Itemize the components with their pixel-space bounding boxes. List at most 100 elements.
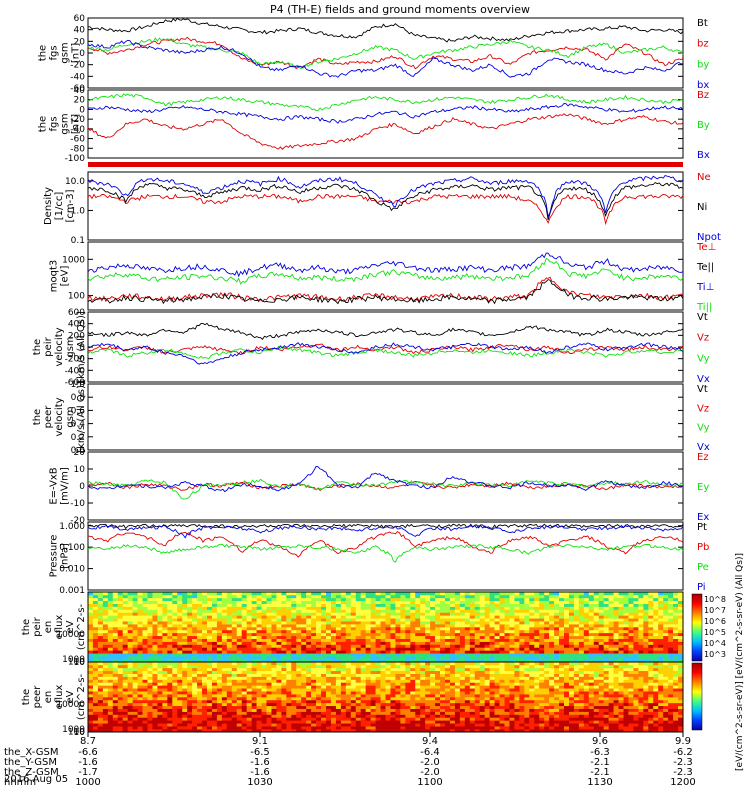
heatmap-cell [236, 682, 243, 686]
heatmap-cell [370, 670, 376, 674]
heatmap-cell [271, 714, 277, 718]
heatmap-cell [464, 659, 471, 663]
heatmap-cell [286, 621, 292, 625]
heatmap-cell [410, 641, 416, 645]
heatmap-cell [177, 659, 183, 663]
heatmap-cell [88, 708, 94, 712]
heatmap-cell [350, 685, 357, 689]
heatmap-cell [177, 667, 183, 672]
heatmap-cell [236, 621, 243, 625]
heatmap-cell [648, 641, 654, 645]
heatmap-cell [534, 618, 540, 622]
heatmap-cell [464, 638, 471, 642]
heatmap-cell [192, 659, 198, 663]
heatmap-cell [311, 632, 317, 637]
heatmap-cell [449, 699, 456, 704]
heatmap-cell [608, 638, 614, 642]
heatmap-cell [157, 606, 163, 610]
heatmap-cell [162, 720, 168, 724]
heatmap-cell [603, 650, 609, 654]
heatmap-cell [464, 656, 471, 660]
heatmap-cell [221, 647, 228, 651]
heatmap-cell [573, 615, 580, 619]
heatmap-cell [92, 603, 99, 607]
heatmap-cell [211, 594, 218, 599]
heatmap-cell [241, 667, 247, 672]
heatmap-cell [266, 647, 272, 651]
heatmap-cell [177, 627, 183, 631]
heatmap-cell [449, 603, 456, 607]
heatmap-cell [177, 726, 183, 730]
heatmap-cell [241, 662, 247, 666]
heatmap-cell [241, 729, 247, 733]
heatmap-cell [142, 594, 148, 599]
heatmap-cell [236, 659, 243, 663]
heatmap-cell [474, 609, 481, 613]
heatmap-cell [246, 705, 252, 709]
heatmap-cell [226, 635, 233, 639]
heatmap-cell [157, 638, 163, 642]
heatmap-cell [380, 720, 386, 724]
heatmap-cell [266, 717, 272, 721]
heatmap-cell [673, 641, 679, 645]
heatmap-cell [197, 705, 203, 709]
heatmap-cell [573, 638, 580, 642]
heatmap-cell [311, 650, 317, 654]
heatmap-cell [157, 670, 163, 674]
heatmap-cell [400, 612, 406, 616]
heatmap-cell [445, 670, 451, 674]
heatmap-cell [554, 653, 560, 657]
heatmap-cell [578, 638, 585, 642]
heatmap-cell [415, 624, 421, 628]
heatmap-cell [440, 664, 446, 669]
y-axis-label: [nT] [71, 114, 82, 134]
heatmap-cell [653, 650, 659, 654]
heatmap-cell [360, 723, 366, 727]
heatmap-cell [588, 632, 595, 637]
heatmap-cell [226, 632, 233, 637]
heatmap-cell [187, 699, 193, 704]
heatmap-cell [549, 615, 555, 619]
heatmap-cell [564, 594, 570, 599]
heatmap-cell [633, 615, 639, 619]
heatmap-cell [321, 647, 327, 651]
heatmap-cell [251, 600, 257, 604]
heatmap-cell [365, 615, 371, 619]
heatmap-cell [167, 694, 173, 698]
heatmap-cell [534, 600, 540, 604]
heatmap-cell [97, 697, 104, 701]
heatmap-cell [494, 609, 500, 613]
heatmap-cell [390, 699, 396, 704]
heatmap-cell [102, 685, 109, 689]
heatmap-cell [177, 676, 183, 680]
heatmap-cell [340, 723, 347, 727]
heatmap-cell [583, 603, 590, 607]
heatmap-cell [400, 632, 406, 637]
heatmap-cell [618, 629, 624, 634]
heatmap-cell [276, 627, 282, 631]
heatmap-cell [514, 629, 520, 634]
heatmap-cell [306, 624, 312, 628]
heatmap-cell [216, 632, 223, 637]
heatmap-cell [340, 714, 347, 718]
heatmap-cell [301, 606, 307, 610]
heatmap-cell [286, 688, 292, 692]
heatmap-cell [147, 720, 153, 724]
heatmap-cell [484, 609, 490, 613]
heatmap-cell [668, 594, 674, 599]
heatmap-cell [390, 641, 396, 645]
heatmap-cell [410, 682, 416, 686]
heatmap-cell [182, 705, 188, 709]
heatmap-cell [608, 600, 614, 604]
heatmap-cell [162, 624, 168, 628]
heatmap-cell [92, 662, 99, 666]
heatmap-cell [122, 729, 128, 733]
heatmap-cell [484, 600, 490, 604]
heatmap-cell [489, 592, 495, 596]
heatmap-cell [271, 723, 277, 727]
heatmap-cell [137, 697, 143, 701]
heatmap-cell [172, 694, 178, 698]
heatmap-cell [246, 609, 252, 613]
heatmap-cell [286, 676, 292, 680]
heatmap-cell [445, 632, 451, 637]
